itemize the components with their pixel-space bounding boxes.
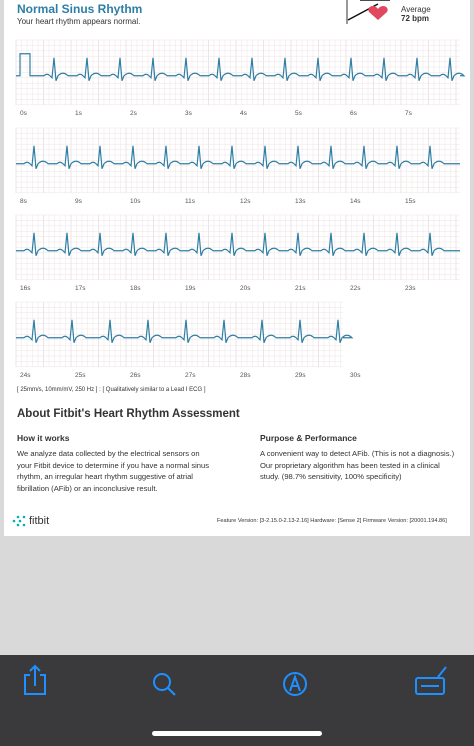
paragraph-line: Our proprietary algorithm has been teste… bbox=[260, 460, 440, 470]
title: Normal Sinus Rhythm bbox=[17, 2, 143, 16]
time-label: 15s bbox=[405, 198, 416, 205]
time-label: 7s bbox=[405, 110, 413, 117]
time-label: 8s bbox=[20, 198, 28, 205]
brand-dot bbox=[16, 515, 20, 519]
brand: fitbit bbox=[29, 515, 50, 527]
time-label: 13s bbox=[295, 198, 306, 205]
paragraph-line: fibrillation (AFib) or an inconclusive r… bbox=[17, 483, 158, 493]
time-label: 18s bbox=[130, 285, 141, 292]
brand-dot bbox=[18, 519, 22, 523]
time-label: 20s bbox=[240, 285, 251, 292]
time-label: 1s bbox=[75, 110, 83, 117]
time-label: 29s bbox=[295, 372, 306, 379]
how-heading: How it works bbox=[17, 433, 70, 443]
ecg-note: [ 25mm/s, 10mm/mV, 250 Hz ] : [ Qualitat… bbox=[17, 387, 206, 393]
paragraph-line: your Fitbit device to determine if you h… bbox=[17, 460, 210, 470]
time-label: 14s bbox=[350, 198, 361, 205]
time-label: 19s bbox=[185, 285, 196, 292]
paragraph-line: A convenient way to detect AFib. (This i… bbox=[260, 449, 455, 458]
time-label: 12s bbox=[240, 198, 251, 205]
toolbar bbox=[0, 655, 474, 746]
time-label: 27s bbox=[185, 372, 196, 379]
paragraph-line: rhythm, an irregular heart rhythm sugges… bbox=[17, 472, 193, 481]
time-label: 25s bbox=[75, 372, 86, 379]
paragraph-line: study. (98.7% sensitivity, 100% specific… bbox=[260, 472, 402, 481]
time-label: 23s bbox=[405, 285, 416, 292]
time-label: 2s bbox=[130, 110, 138, 117]
time-label: 3s bbox=[185, 110, 193, 117]
time-label: 24s bbox=[20, 372, 31, 379]
time-label: 5s bbox=[295, 110, 303, 117]
time-label: 30s bbox=[350, 372, 361, 379]
time-label: 4s bbox=[240, 110, 248, 117]
average-value: 72 bpm bbox=[401, 14, 430, 23]
toolbar-icons bbox=[24, 664, 447, 736]
time-label: 16s bbox=[20, 285, 31, 292]
time-label: 28s bbox=[240, 372, 251, 379]
average-label: Average bbox=[401, 5, 431, 14]
purpose-heading: Purpose & Performance bbox=[260, 433, 357, 443]
time-label: 6s bbox=[350, 110, 358, 117]
search-button[interactable] bbox=[153, 673, 176, 696]
time-label: 9s bbox=[75, 198, 83, 205]
paragraph-line: We analyze data collected by the electri… bbox=[17, 449, 200, 458]
time-label: 26s bbox=[130, 372, 141, 379]
ecg-trace bbox=[16, 232, 460, 256]
time-label: 22s bbox=[350, 285, 361, 292]
time-label: 11s bbox=[185, 198, 196, 205]
brand-dot bbox=[22, 515, 26, 519]
subtitle: Your heart rhythm appears normal. bbox=[17, 17, 141, 26]
ecg-trace bbox=[16, 319, 354, 343]
report-page bbox=[4, 0, 470, 536]
brand-dot bbox=[22, 523, 26, 527]
brand-dot bbox=[16, 523, 20, 527]
time-label: 10s bbox=[130, 198, 141, 205]
annotate-button[interactable] bbox=[415, 666, 447, 695]
ecg-trace bbox=[16, 145, 460, 169]
heart-icon bbox=[368, 5, 388, 21]
time-label: 17s bbox=[75, 285, 86, 292]
time-label: 0s bbox=[20, 110, 28, 117]
versions: Feature Version: [3-2.15.0-2.13-2.16] Ha… bbox=[217, 518, 447, 524]
brand-dot bbox=[12, 519, 16, 523]
home-indicator bbox=[152, 731, 322, 736]
time-label: 21s bbox=[295, 285, 306, 292]
share-button[interactable] bbox=[24, 664, 46, 695]
markup-button[interactable] bbox=[283, 672, 307, 696]
about-title: About Fitbit's Heart Rhythm Assessment bbox=[17, 408, 240, 420]
ecg-trace bbox=[16, 53, 466, 81]
